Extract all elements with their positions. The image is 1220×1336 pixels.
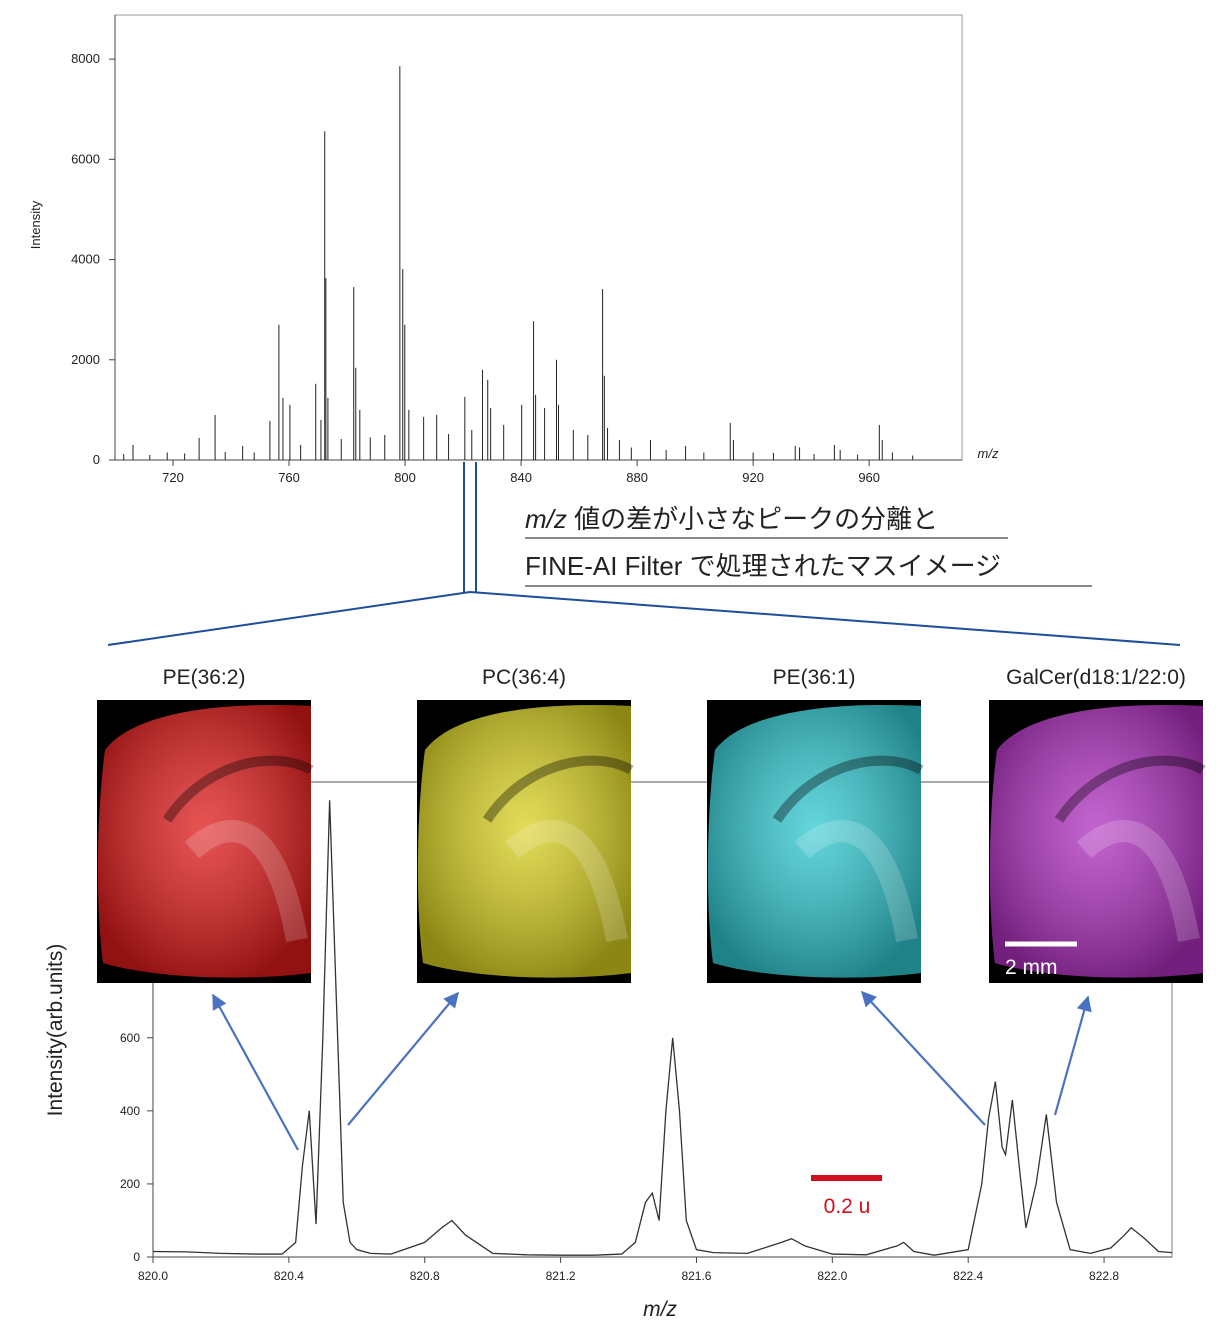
tissue-structure	[772, 755, 924, 823]
callout-line: FINE-AI Filter で処理されたマスイメージ	[525, 551, 1001, 581]
x-tick-label: 822.0	[817, 1269, 847, 1283]
svg-text:m/z 値の差が小さなピークの分離と: m/z 値の差が小さなピークの分離と	[525, 504, 938, 534]
y-axis-label: Intensity(arb.units)	[44, 944, 67, 1117]
image-label: PE(36:2)	[163, 666, 246, 689]
tissue-structure	[794, 820, 918, 942]
arrows	[212, 990, 1092, 1151]
tissue-shading	[989, 704, 1203, 978]
tissue-structure	[162, 755, 314, 823]
callout-italic: m/z	[525, 504, 567, 534]
connector	[107, 462, 1181, 646]
callout: m/z 値の差が小さなピークの分離と FINE-AI Filter で処理された…	[525, 504, 1092, 587]
image-label: PE(36:1)	[773, 666, 856, 689]
x-tick-label: 800	[394, 470, 416, 485]
image-label: PC(36:4)	[482, 666, 566, 689]
x-tick-label: 720	[162, 470, 184, 485]
y-tick-label: 2000	[71, 352, 100, 367]
y-tick-label: 200	[120, 1177, 140, 1191]
plot-frame	[114, 14, 963, 461]
images: PE(36:2) PC(36:4) PE(36:1) GalCer(d18:1/22:…	[97, 666, 1206, 983]
x-tick-label: 960	[858, 470, 880, 485]
callout-line: 値の差が小さなピークの分離と	[574, 504, 938, 534]
x-tick-label: 840	[510, 470, 532, 485]
tissue-shading	[417, 704, 631, 978]
y-tick-label: 0	[93, 452, 100, 467]
tissue-structure	[504, 820, 628, 942]
x-tick-label: 760	[278, 470, 300, 485]
resolution-bar-label: 0.2 u	[824, 1195, 871, 1218]
chart: 0 200 400 600 820.0 820.4 820.8 821.2 821.6 822.0…	[44, 781, 1173, 1321]
x-tick-label: 822.8	[1089, 1269, 1119, 1283]
tissue-shading	[707, 704, 921, 978]
y-tick-label: 600	[120, 1031, 140, 1045]
x-tick-label: 880	[626, 470, 648, 485]
y-tick-label: 6000	[71, 151, 100, 166]
tissue-structure	[1076, 820, 1200, 942]
x-axis-label: m/z	[978, 446, 999, 461]
scale-bar-label: 2 mm	[1005, 956, 1058, 979]
resolution-bar: 0.2 u	[811, 1175, 882, 1218]
x-tick-label: 820.8	[410, 1269, 440, 1283]
tissue-shading	[97, 704, 312, 978]
x-tick-label: 820.4	[274, 1269, 304, 1283]
chart: 0 2000 4000 6000 8000 720 760 800 840 880 920 960 In…	[28, 14, 999, 485]
tissue-structure	[1054, 755, 1206, 823]
x-tick-label: 821.2	[546, 1269, 576, 1283]
y-tick-label: 4000	[71, 252, 100, 267]
x-tick-label: 821.6	[681, 1269, 711, 1283]
tissue-structure	[184, 820, 308, 942]
spectrum-line	[152, 800, 1173, 1256]
y-tick-label: 400	[120, 1104, 140, 1118]
y-tick-label: 0	[133, 1250, 140, 1264]
y-tick-label: 8000	[71, 51, 100, 66]
x-tick-label: 920	[742, 470, 764, 485]
tissue-structure	[482, 755, 634, 823]
image-label: GalCer(d18:1/22:0)	[1006, 666, 1186, 689]
x-tick-label: 822.4	[953, 1269, 983, 1283]
x-axis-label: m/z	[643, 1298, 677, 1321]
y-axis-label: Intensity	[28, 200, 43, 249]
x-tick-label: 820.0	[138, 1269, 168, 1283]
